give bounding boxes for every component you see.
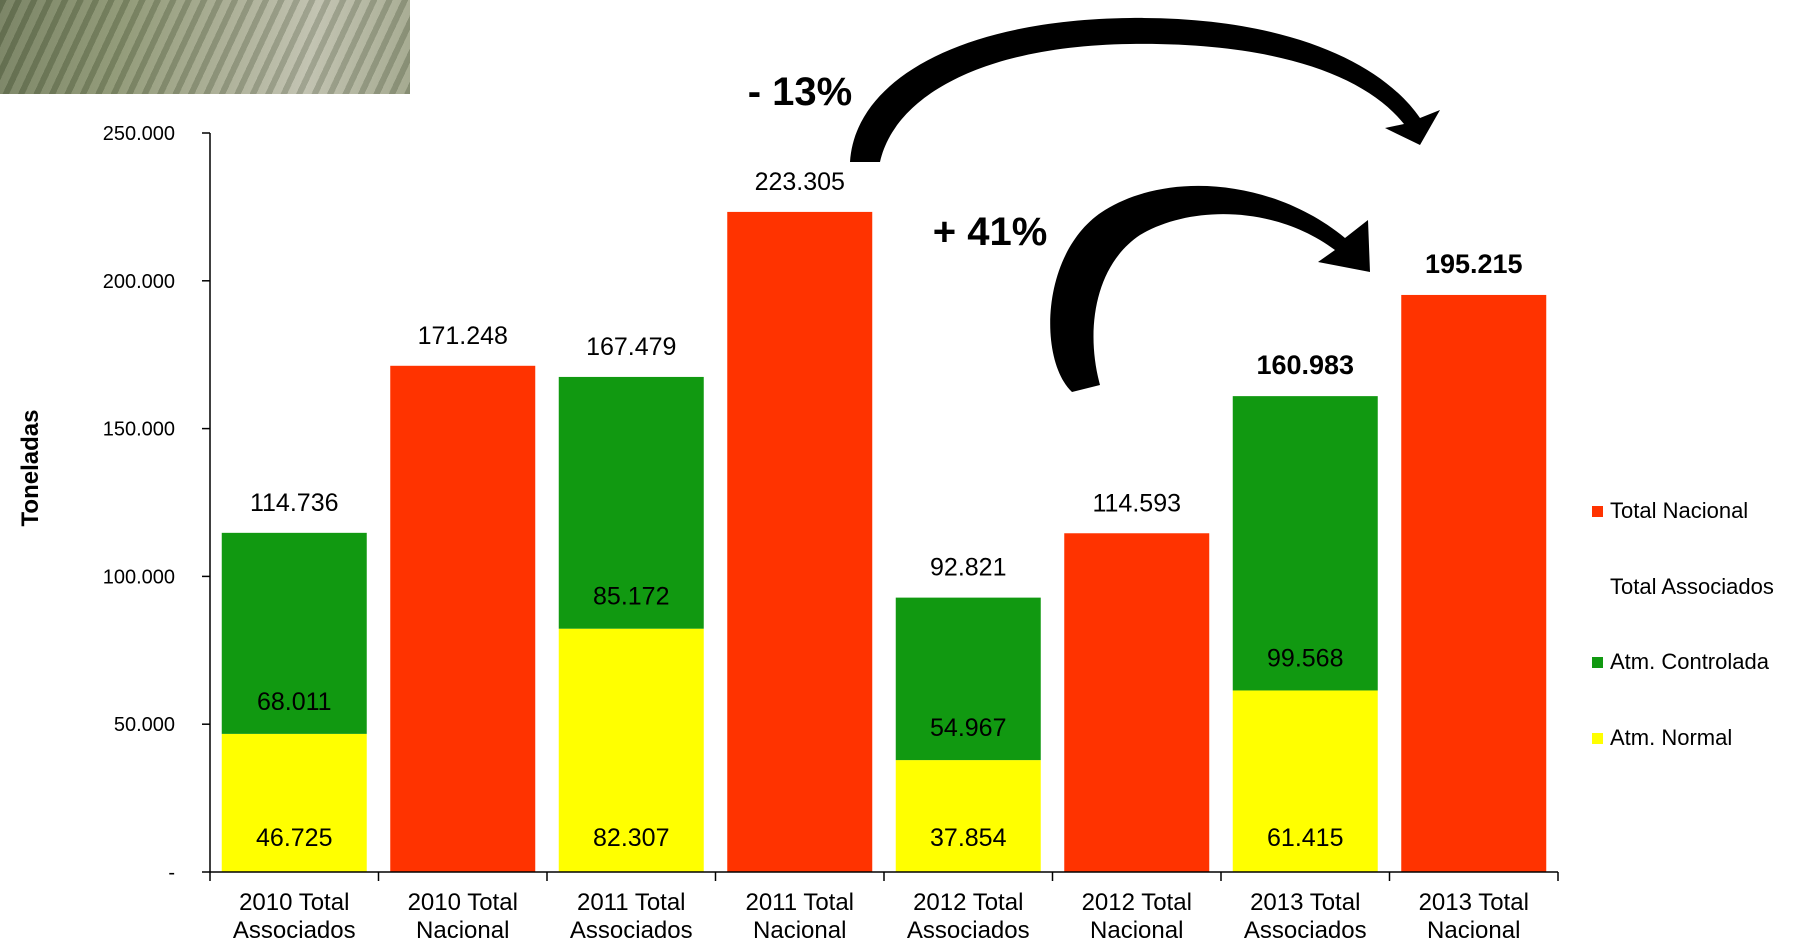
data-label-atm-controlada: 85.172: [593, 583, 669, 611]
bar-total-nacional: [390, 365, 536, 872]
data-labels: 46.725 68.011 82.307 85.172 37.854 54.967 61.4…: [250, 168, 1523, 852]
x-tick-label: 2012 Total Associados: [907, 889, 1030, 944]
y-axis-title: Toneladas: [17, 410, 44, 527]
x-tick-label-line: 2010 Total: [408, 889, 518, 916]
annotation-minus-13: - 13%: [748, 70, 853, 114]
data-label-total: 223.305: [755, 168, 845, 196]
legend: Total Nacional Total Associados Atm. Contr…: [1592, 498, 1774, 750]
annotation-arrows: - 13% + 41%: [748, 17, 1440, 392]
x-tick-label-line: 2012 Total: [913, 889, 1023, 916]
x-tick-label: 2010 Total Nacional: [408, 889, 518, 944]
x-tick-label-line: Associados: [233, 917, 356, 944]
annotation-plus-41: + 41%: [933, 210, 1048, 254]
data-label-total: 167.479: [586, 333, 676, 361]
x-tick-label-line: Nacional: [753, 917, 846, 944]
x-tick-label-line: Nacional: [416, 917, 509, 944]
data-label-total: 171.248: [418, 322, 508, 350]
x-tick-label: 2013 Total Nacional: [1419, 889, 1529, 944]
x-tick-label-line: Nacional: [1427, 917, 1520, 944]
y-tick-label: 50.000: [114, 714, 175, 736]
data-label-atm-controlada: 54.967: [930, 714, 1006, 742]
data-label-total: 114.736: [250, 489, 339, 517]
legend-swatch: [1592, 733, 1603, 744]
bar-total-nacional: [1401, 294, 1547, 872]
x-tick-label-line: 2010 Total: [239, 889, 349, 916]
bar-atm-normal: [558, 628, 704, 872]
bars: [221, 211, 1547, 873]
x-tick-label-line: Associados: [907, 917, 1030, 944]
data-label-total: 195.215: [1425, 249, 1523, 279]
bar-atm-normal: [1232, 690, 1378, 872]
x-tick-label: 2010 Total Associados: [233, 889, 356, 944]
x-tick-label-line: 2012 Total: [1082, 889, 1192, 916]
bar-total-nacional: [1064, 533, 1210, 872]
y-tick-label: 250.000: [103, 123, 175, 145]
x-tick-label: 2011 Total Associados: [570, 889, 693, 944]
x-tick-label-line: 2011 Total: [745, 889, 854, 916]
data-label-atm-normal: 61.415: [1267, 824, 1343, 852]
bar-atm-normal: [895, 760, 1041, 872]
x-tick-label: 2012 Total Nacional: [1082, 889, 1192, 944]
x-tick-label-line: 2013 Total: [1419, 889, 1529, 916]
bar-atm-controlada: [1232, 396, 1378, 691]
background-photo: [0, 0, 410, 94]
y-tick-label: -: [168, 862, 175, 884]
legend-label: Total Associados: [1610, 574, 1774, 599]
legend-swatch: [1592, 506, 1603, 517]
data-label-atm-controlada: 68.011: [257, 688, 332, 716]
legend-label: Total Nacional: [1610, 498, 1748, 523]
data-label-total: 114.593: [1092, 489, 1181, 517]
x-tick-label-line: Nacional: [1090, 917, 1183, 944]
y-tick-label: 200.000: [103, 271, 175, 293]
y-tick-label: 100.000: [103, 566, 175, 588]
x-tick-label-line: Associados: [570, 917, 693, 944]
legend-label: Atm. Controlada: [1610, 649, 1770, 674]
x-tick-label: 2013 Total Associados: [1244, 889, 1367, 944]
data-label-atm-normal: 46.725: [256, 824, 332, 852]
x-tick-label-line: 2013 Total: [1250, 889, 1360, 916]
data-label-total: 92.821: [930, 554, 1006, 582]
x-tick-label-line: Associados: [1244, 917, 1367, 944]
y-tick-label: 150.000: [103, 419, 175, 441]
bar-total-nacional: [727, 211, 873, 873]
data-label-atm-normal: 37.854: [930, 824, 1007, 852]
bar-atm-controlada: [558, 376, 704, 629]
data-label-atm-controlada: 99.568: [1267, 644, 1343, 672]
arrow-plus-41: [1050, 185, 1370, 392]
arrow-minus-13: [850, 17, 1440, 163]
bar-atm-controlada: [221, 532, 367, 734]
bar-atm-controlada: [895, 597, 1041, 761]
data-label-total: 160.983: [1256, 350, 1354, 380]
legend-label: Atm. Normal: [1610, 725, 1732, 750]
bar-atm-normal: [221, 733, 367, 872]
y-axis: - 50.000 100.000 150.000 200.000 250.000: [103, 123, 211, 884]
legend-swatch: [1592, 657, 1603, 668]
x-tick-label-line: 2011 Total: [577, 889, 686, 916]
data-label-atm-normal: 82.307: [593, 824, 669, 852]
x-tick-label: 2011 Total Nacional: [745, 889, 854, 944]
